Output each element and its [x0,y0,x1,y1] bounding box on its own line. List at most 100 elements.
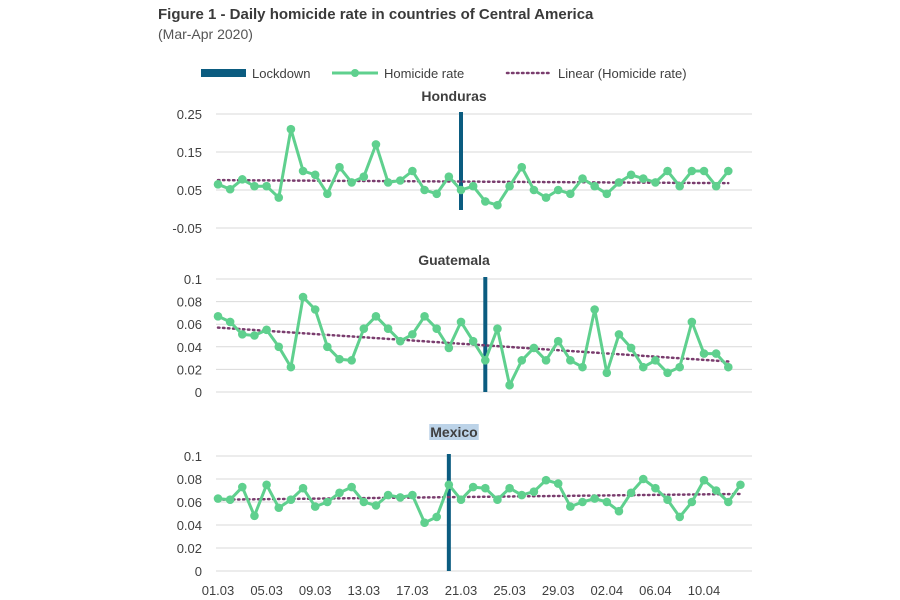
data-point [238,330,247,339]
data-point [553,336,563,346]
data-point [614,178,624,187]
y-tick-label: 0.1 [184,272,202,287]
data-point [724,362,733,372]
data-point [505,181,514,191]
data-point [274,503,284,513]
y-tick-label: 0.08 [177,472,202,487]
panel-guatemala: 0 0.02 0.04 0.06 0.08 0.1 Guatemala [177,252,752,400]
data-point [529,343,539,353]
x-tick-label: 10.04 [688,583,721,598]
data-point [347,356,356,365]
data-point [578,362,587,372]
legend-lockdown-label: Lockdown [252,66,311,81]
data-point [687,497,697,507]
y-tick-label: -0.05 [172,221,202,236]
data-point [359,497,369,507]
data-point [481,197,490,206]
data-point [553,185,563,195]
data-point [420,311,429,321]
legend-homicide-label: Homicide rate [384,66,464,81]
y-tick-label: 0 [195,564,202,579]
data-point [663,166,672,176]
data-point [638,474,648,484]
data-point [602,368,612,378]
data-point [432,324,442,334]
legend: Lockdown Homicide rate Linear (Homicide … [201,66,687,81]
data-point [651,483,660,493]
data-point [335,488,344,498]
data-point [420,185,429,195]
data-point [481,483,490,493]
y-tick-label: 0.1 [184,449,202,464]
data-point [274,342,284,352]
data-point [675,512,684,522]
data-point [602,189,612,199]
data-point [711,349,721,358]
data-point [468,181,478,191]
data-point [432,189,442,199]
data-point [614,330,624,339]
panel-title-highlight [429,424,479,440]
data-point [675,181,684,191]
data-point [699,475,709,485]
data-point [347,482,356,492]
figure-title: Figure 1 - Daily homicide rate in countr… [158,6,594,23]
data-point [590,494,599,503]
data-point [541,193,551,202]
data-point [213,494,223,503]
data-point [602,497,612,507]
data-point [432,512,442,522]
data-point [250,181,259,191]
data-point [335,162,344,172]
data-point [493,324,502,334]
x-tick-label: 01.03 [202,583,235,598]
data-point [298,166,308,176]
x-tick-label: 21.03 [445,583,478,598]
data-point [493,200,502,210]
x-tick-label: 05.03 [250,583,283,598]
data-point [383,490,393,500]
y-tick-label: 0.05 [177,183,202,198]
data-point [481,356,490,365]
data-point [456,317,466,327]
data-point [529,487,539,496]
data-point [420,518,429,527]
data-point [213,180,223,189]
data-point [505,380,514,390]
data-point [699,349,709,358]
data-point [468,336,478,346]
data-point [323,342,332,352]
data-point [395,176,405,185]
y-tick-label: 0.04 [177,340,202,355]
x-tick-label: 02.04 [591,583,624,598]
data-point [675,362,684,372]
data-point [663,495,672,505]
y-tick-label: 0.08 [177,295,202,310]
data-point [626,488,636,498]
data-point [626,170,636,180]
data-point [456,495,466,505]
data-point [663,368,672,378]
data-point [517,356,527,365]
data-point [250,331,259,340]
data-point [590,305,599,314]
data-point [614,506,624,516]
data-point [505,483,514,493]
data-point [541,475,551,485]
x-tick-label: 17.03 [396,583,429,598]
data-point [323,189,332,199]
data-point [213,311,223,321]
x-tick-label: 06.04 [639,583,672,598]
data-point [408,330,417,339]
x-tick-label: 09.03 [299,583,332,598]
data-point [262,480,271,490]
data-point [711,486,721,495]
homicide-rate-line [217,477,742,525]
data-point [578,497,587,507]
legend-homicide-marker [351,69,359,77]
data-point [286,362,296,372]
data-point [298,292,308,302]
data-point [517,162,527,172]
y-tick-label: 0.04 [177,518,202,533]
data-point [408,490,417,500]
